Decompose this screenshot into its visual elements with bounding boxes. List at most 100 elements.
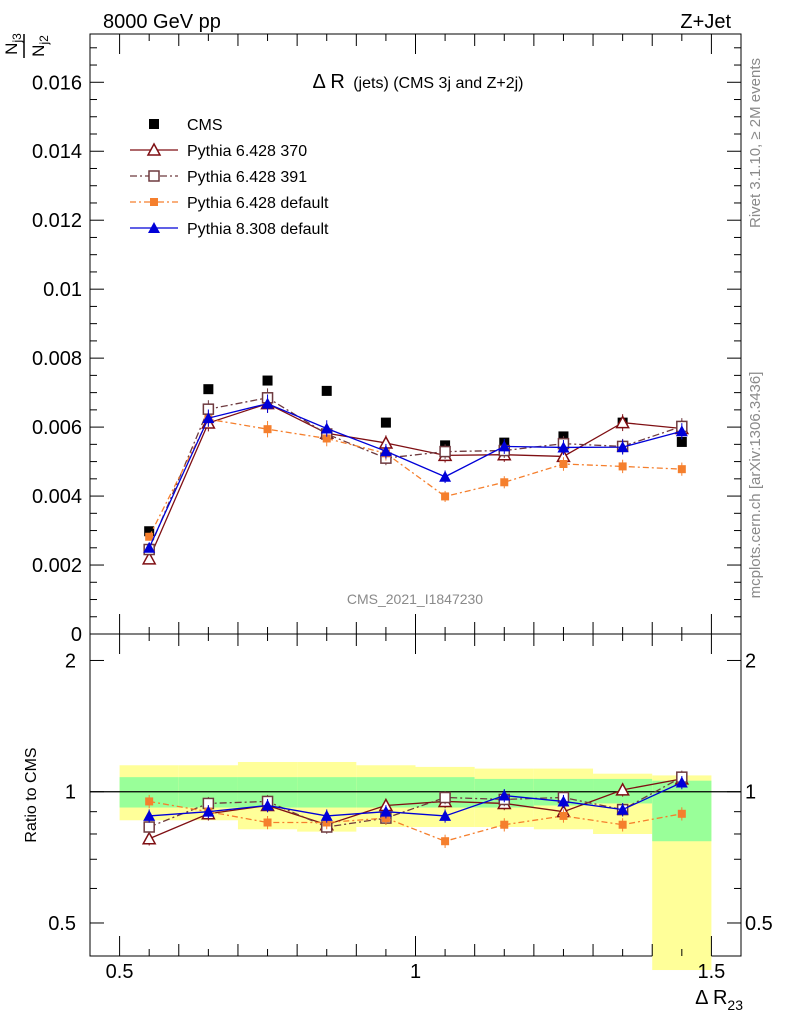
ratio-point-py391 [439,791,451,804]
ratio-point-py8def [439,809,452,821]
top-point-py370 [141,551,157,565]
ylabel-denominator: Nj2 [29,35,51,57]
band-green-bin [297,777,357,808]
header-left: 8000 GeV pp [103,11,221,33]
top-point-cms [676,436,687,447]
x-tick-label: 1.5 [698,961,726,983]
ratio-point-py370 [141,831,157,845]
legend-label-py8def: Pythia 8.308 default [187,221,329,238]
top-point-py6def [677,465,686,474]
y-tick-label: 0.01 [43,279,82,301]
ratio-series [141,770,690,848]
ratio-line-py370 [148,778,682,840]
ratio-point-py391 [143,821,155,833]
side-text-bottom: mcplots.cern.ch [arXiv:1306.3436] [747,372,764,599]
top-point-cms [262,375,273,386]
y-tick-label: 0.014 [32,141,82,163]
top-point-py8def [143,541,156,553]
legend: CMS Pythia 6.428 370 Pythia 6.428 391 Pythi… [130,117,329,238]
ratio-line-py391 [148,776,683,828]
y-tick-label: 0.004 [32,486,82,508]
top-point-py8def [261,397,274,409]
watermark: CMS_2021_I1847230 [347,591,483,607]
main-title: Δ R (jets) (CMS 3j and Z+2j) [313,71,524,93]
legend-label-py391: Pythia 6.428 391 [187,169,307,186]
top-point-py6def [500,478,509,487]
top-point-py6def [145,532,154,541]
ratio-point-py6def [500,820,509,829]
top-point-py8def [202,412,215,424]
ratio-point-py8def [202,805,215,817]
legend-marker-py6def [150,198,158,206]
top-line-py391 [148,397,683,550]
top-point-py6def [559,460,568,468]
top-point-py8def [675,425,688,437]
ratio-point-py6def [618,820,627,829]
top-line-py370 [148,402,682,560]
top-line-py6def [148,418,682,538]
top-point-cms [380,417,391,428]
y-tick-label: 0.008 [32,348,82,370]
top-point-py8def [616,441,629,453]
legend-marker-cms [149,119,159,129]
top-point-py391 [439,445,451,458]
ratio-y-tick-label-right: 1 [745,782,756,804]
ratio-point-py8def [143,809,156,821]
ylabel-numerator: Nj3 [2,33,24,55]
ratio-point-py8def [320,809,333,821]
top-point-cms [203,384,214,395]
top-ylabel: Nj3 Nj2 [2,33,51,58]
top-point-py8def [498,440,511,452]
legend-label-py370: Pythia 6.428 370 [187,143,307,160]
side-text-top: Rivet 3.1.10, ≥ 2M events [747,58,764,228]
ratio-point-py8def [675,776,688,788]
y-tick-label: 0.016 [32,72,82,94]
y-tick-label: 0.006 [32,417,82,439]
top-point-py8def [439,470,452,482]
y-tick-label: 0.012 [32,210,82,232]
top-point-py6def [322,434,331,443]
legend-marker-py8def [148,222,160,233]
legend-label-cms: CMS [187,117,223,134]
y-tick-label: 0 [71,624,82,646]
ratio-y-tick-label-right: 0.5 [745,913,773,935]
main-title-main: Δ R [313,71,345,93]
top-point-py6def [263,425,272,434]
ratio-y-tick-label: 0.5 [48,913,76,935]
ratio-line-py6def [149,800,682,842]
axes: 0 0.002 0.004 0.006 0.008 0.01 0.012 0.014 0.016… [32,34,773,983]
ratio-y-tick-label: 1 [65,782,76,804]
ratio-point-py6def [677,809,686,818]
ratio-point-py370 [615,782,630,796]
xlabel: Δ R23 [695,987,743,1013]
top-point-py8def [557,441,570,453]
legend-marker-py391 [148,170,160,182]
top-point-cms [144,526,155,537]
top-point-cms [321,385,332,396]
legend-marker-py370 [146,142,162,156]
top-point-py370 [615,415,630,429]
ratio-point-py8def [616,803,629,815]
ratio-point-py6def [559,811,568,820]
main-title-sub: (jets) (CMS 3j and Z+2j) [353,75,523,92]
ratio-y-tick-label-right: 2 [745,650,756,672]
ratio-ylabel: Ratio to CMS [23,747,40,842]
ratio-y-tick-label: 2 [65,650,76,672]
ratio-point-py6def [145,797,154,806]
top-point-py8def [320,422,333,434]
top-point-py8def [379,445,392,457]
ratio-point-py6def [263,818,272,827]
y-tick-label: 0.002 [32,555,82,577]
ratio-point-py6def [441,837,450,846]
top-series [141,375,690,565]
top-line-py8def [148,402,682,549]
ratio-point-py8def [379,805,392,817]
ratio-point-py8def [498,789,511,801]
ratio-line-py8def [149,781,683,817]
ratio-point-py8def [557,795,570,807]
ratio-point-py8def [261,799,274,811]
top-point-py6def [618,462,627,471]
x-tick-label: 0.5 [106,961,134,983]
x-tick-label: 1 [410,961,421,983]
